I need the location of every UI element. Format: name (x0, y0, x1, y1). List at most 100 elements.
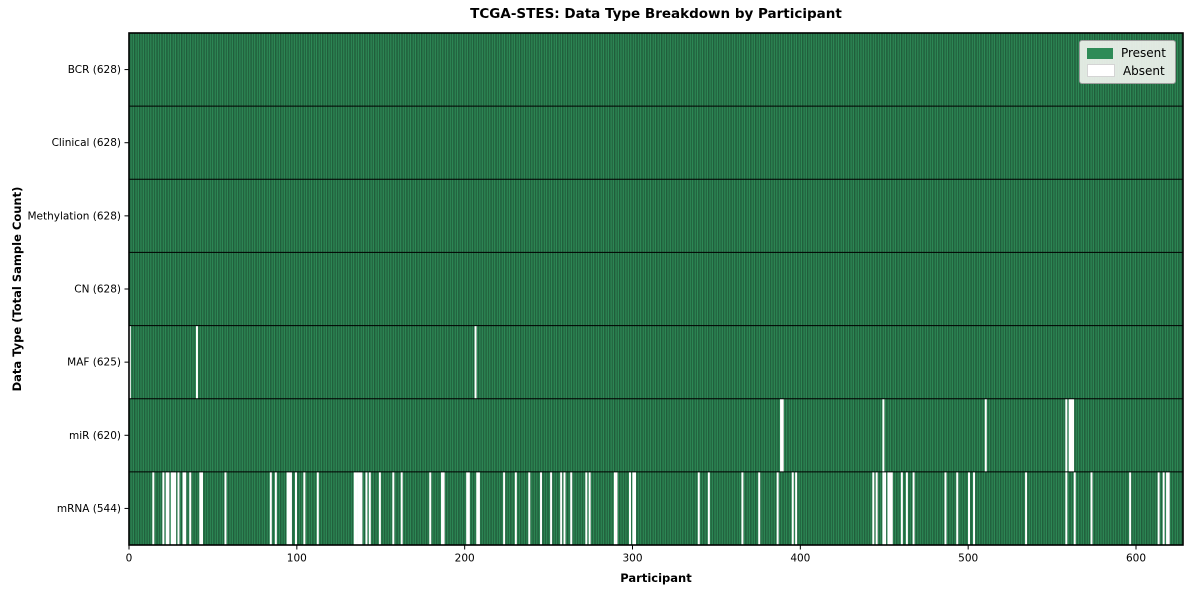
absent-mark (357, 471, 360, 545)
y-tick-label: BCR (628) (68, 64, 121, 76)
absent-mark (570, 471, 573, 545)
absent-mark (288, 471, 291, 545)
absent-mark (585, 471, 588, 545)
absent-mark (628, 471, 631, 545)
absent-mark (528, 471, 531, 545)
absent-mark (944, 471, 947, 545)
absent-mark (707, 471, 710, 545)
absent-mark (1070, 398, 1073, 472)
legend: Present Absent (1078, 40, 1176, 84)
y-tick-label: Clinical (628) (52, 137, 121, 149)
absent-mark (1068, 398, 1071, 472)
heatmap-row-mrna (129, 471, 1183, 545)
absent-mark (365, 471, 368, 545)
absent-mark (378, 471, 381, 545)
legend-entry-absent: Absent (1086, 63, 1166, 78)
x-tick-label: 600 (1126, 553, 1146, 565)
x-tick-label: 100 (287, 553, 307, 565)
absent-mark (355, 471, 358, 545)
y-tick-label: MAF (625) (67, 357, 121, 369)
absent-mark (872, 471, 875, 545)
absent-mark (1065, 471, 1068, 545)
present-band (129, 106, 1183, 180)
absent-mark (503, 471, 506, 545)
present-band (129, 179, 1183, 253)
absent-mark (900, 471, 903, 545)
absent-mark (360, 471, 363, 545)
absent-mark (758, 471, 761, 545)
absent-mark (269, 471, 272, 545)
plot-area (128, 32, 1184, 546)
absent-mark (741, 471, 744, 545)
absent-mark (474, 325, 477, 399)
absent-mark (286, 471, 289, 545)
absent-mark (634, 471, 637, 545)
absent-mark (889, 471, 892, 545)
absent-mark (795, 471, 798, 545)
absent-mark (890, 471, 893, 545)
y-tick-label: miR (620) (69, 430, 121, 442)
absent-mark (912, 471, 915, 545)
absent-mark (303, 471, 306, 545)
x-tick-label: 500 (958, 553, 978, 565)
absent-mark (887, 471, 890, 545)
heatmap-row-cn (129, 252, 1183, 326)
absent-mark (882, 471, 885, 545)
absent-mark (477, 471, 480, 545)
absent-mark (632, 471, 635, 545)
absent-mark (1166, 471, 1169, 545)
absent-mark (588, 471, 591, 545)
absent-mark (182, 471, 185, 545)
absent-mark (968, 471, 971, 545)
absent-mark (201, 471, 203, 545)
absent-mark (780, 398, 783, 472)
x-tick-label: 0 (126, 553, 133, 565)
absent-mark (1090, 471, 1093, 545)
absent-mark (776, 471, 779, 545)
x-tick-label: 300 (622, 553, 642, 565)
absent-mark (174, 471, 177, 545)
absent-mark (316, 471, 319, 545)
absent-mark (195, 325, 198, 399)
absent-mark (514, 471, 517, 545)
absent-mark (165, 471, 168, 545)
present-band (129, 33, 1183, 107)
absent-mark (563, 471, 566, 545)
x-tick-label: 400 (790, 553, 810, 565)
absent-mark (781, 398, 784, 472)
absent-mark (441, 471, 444, 545)
absent-mark (353, 471, 356, 545)
absent-mark (1167, 471, 1170, 545)
absent-mark (1162, 471, 1165, 545)
absent-mark (984, 398, 987, 472)
absent-mark (466, 471, 469, 545)
chart-title: TCGA-STES: Data Type Breakdown by Partic… (470, 6, 842, 22)
absent-mark (1157, 471, 1160, 545)
absent-mark (189, 471, 192, 545)
absent-mark (170, 471, 173, 545)
absent-mark (289, 471, 292, 545)
legend-entry-present: Present (1086, 47, 1166, 59)
absent-mark (884, 471, 887, 545)
legend-label: Absent (1122, 63, 1165, 78)
absent-mark (1065, 398, 1068, 472)
present-band (129, 398, 1183, 472)
heatmap-row-bcr (129, 33, 1183, 107)
absent-mark (882, 398, 885, 472)
absent-mark (199, 471, 202, 545)
absent-mark (1073, 471, 1076, 545)
absent-mark (442, 471, 445, 545)
absent-mark (560, 471, 563, 545)
absent-mark (358, 471, 361, 545)
absent-mark (295, 471, 297, 545)
y-tick-label: CN (628) (74, 284, 121, 296)
absent-mark (615, 471, 618, 545)
absent-mark (128, 325, 131, 399)
y-tick-label: Methylation (628) (27, 210, 121, 222)
absent-mark (613, 471, 616, 545)
absent-mark (973, 471, 976, 545)
absent-mark (467, 471, 470, 545)
absent-mark (400, 471, 403, 545)
absent-swatch-icon (1086, 64, 1115, 77)
absent-mark (905, 471, 908, 545)
